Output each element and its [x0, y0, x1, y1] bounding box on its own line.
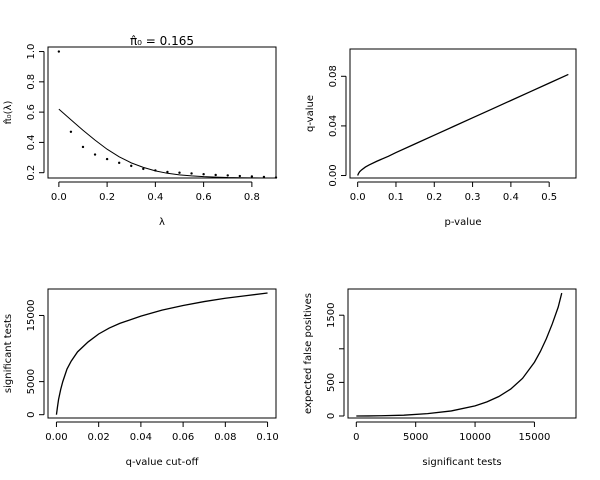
data-point — [69, 130, 73, 134]
x-tick-label: 0.06 — [172, 432, 194, 443]
x-tick-label: 0.02 — [88, 432, 110, 443]
x-tick-label: 0.5 — [541, 192, 557, 203]
data-point — [178, 171, 181, 174]
data-point — [226, 174, 229, 177]
data-point — [250, 175, 254, 178]
x-tick-label: 0.2 — [426, 192, 442, 203]
x-tick-label: 0.4 — [147, 192, 163, 203]
y-tick-label: 1500 — [326, 302, 337, 327]
data-point — [166, 170, 169, 174]
data-point — [154, 169, 157, 172]
x-tick-label: 0.2 — [99, 192, 115, 203]
data-point — [202, 173, 205, 176]
plot-frame — [347, 288, 577, 419]
x-axis-label: q-value cut-off — [126, 457, 200, 468]
x-tick-label: 0.08 — [214, 432, 236, 443]
data-point — [105, 157, 109, 161]
x-tick-label: 0.4 — [503, 192, 519, 203]
chart-panel-sig: 0.00 0.02 0.04 0.06 0.08 0.10 0 5000 15000 q-valu… — [3, 288, 279, 468]
x-axis-label: p-value — [444, 217, 481, 228]
x-axis-label: λ — [159, 217, 165, 228]
x-axis-label: significant tests — [422, 457, 501, 468]
x-tick-label: 0.0 — [350, 192, 366, 203]
x-tick-label: 0.8 — [244, 192, 260, 203]
fitted-curve — [58, 108, 276, 179]
x-tick-label: 0.04 — [130, 432, 152, 443]
y-tick-label: 0.00 — [328, 164, 339, 186]
data-point — [117, 161, 121, 165]
data-point — [57, 50, 61, 53]
chart-title: π̂₀ = 0.165 — [130, 34, 194, 48]
series-line — [55, 292, 268, 415]
data-point — [130, 164, 133, 168]
x-tick-label: 0.3 — [465, 192, 481, 203]
data-point — [214, 173, 217, 177]
x-tick-label: 0.0 — [51, 192, 67, 203]
y-tick-label: 0 — [326, 413, 337, 419]
y-tick-label: 0.2 — [26, 165, 37, 181]
y-tick-label: 5000 — [26, 369, 37, 394]
data-point — [93, 153, 97, 156]
chart-panel-qp: 0.0 0.1 0.2 0.3 0.4 0.5 0.00 0.04 0.08 p-value q-v… — [305, 48, 577, 228]
y-tick-label: 0.08 — [328, 65, 339, 87]
y-tick-label: 0.04 — [328, 115, 339, 137]
y-tick-label: 1.0 — [26, 44, 37, 60]
data-point — [238, 174, 242, 178]
y-axis-label: expected false positives — [303, 293, 314, 414]
x-tick-label: 0.00 — [45, 432, 67, 443]
x-tick-label: 0.6 — [196, 192, 212, 203]
x-tick-label: 10000 — [459, 432, 491, 443]
x-tick-label: 0.10 — [256, 432, 278, 443]
y-axis-label: q-value — [305, 95, 316, 132]
y-tick-label: 0 — [26, 412, 37, 418]
data-point — [274, 176, 278, 179]
chart-panel-efp: 0 5000 10000 15000 0 500 1500 significant tests… — [303, 288, 577, 468]
data-point — [190, 172, 193, 175]
x-tick-label: 5000 — [403, 432, 428, 443]
plot-frame — [349, 48, 577, 179]
y-tick-label: 0.8 — [26, 74, 37, 90]
series-line — [356, 292, 563, 417]
plot-frame — [47, 288, 277, 419]
chart-panel-pi0: 0.0 0.2 0.4 0.6 0.8 0.2 0.4 0.6 0.8 1.0 λ π̂₀(λ) π̂₀… — [2, 34, 278, 228]
y-axis-label: π̂₀(λ) — [2, 101, 14, 125]
y-tick-label: 0.6 — [26, 104, 37, 120]
plot-frame — [47, 46, 277, 179]
data-point — [142, 167, 145, 171]
series-line — [357, 73, 569, 176]
y-tick-label: 500 — [326, 373, 337, 392]
x-tick-label: 0 — [353, 432, 359, 443]
y-tick-label: 15000 — [26, 300, 37, 332]
data-point — [81, 145, 85, 149]
y-tick-label: 0.4 — [26, 134, 37, 150]
y-axis-label: significant tests — [3, 314, 14, 393]
x-tick-label: 0.1 — [388, 192, 404, 203]
x-tick-label: 15000 — [519, 432, 551, 443]
data-point — [262, 175, 266, 179]
